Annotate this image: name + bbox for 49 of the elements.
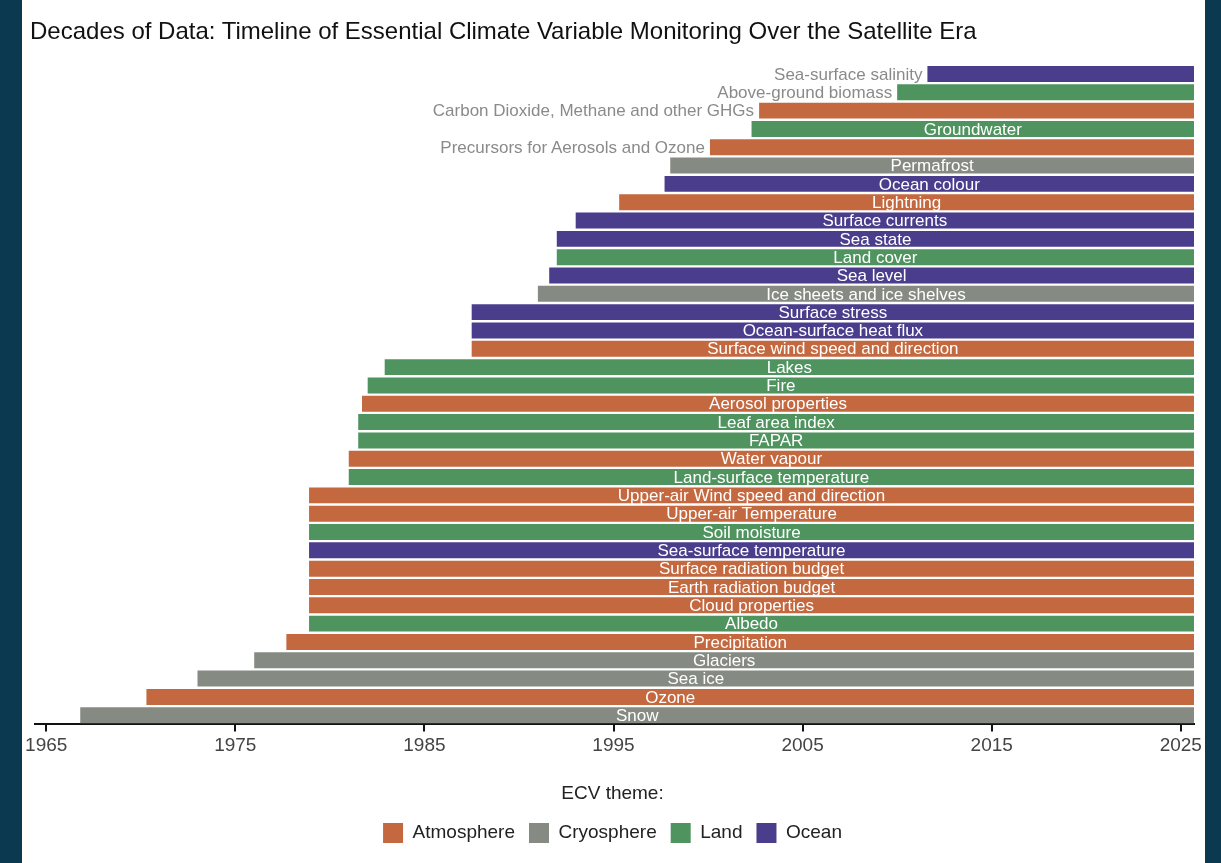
y-tick-label: Precipitation [693, 632, 787, 652]
y-tick-label: Fire [766, 376, 796, 396]
x-tick-label: 2005 [781, 734, 824, 756]
y-tick-label: Upper-air Temperature [666, 504, 837, 524]
y-tick-label: Ocean colour [878, 174, 981, 194]
y-tick-label: Aerosol properties [709, 394, 848, 414]
chart-title: Decades of Data: Timeline of Essential Climate Variable Monitoring Over the Satellite Era [30, 17, 978, 45]
y-tick-label: Surface currents [822, 211, 948, 231]
y-tick-label: Surface radiation budget [658, 559, 845, 579]
y-tick-label: Snow [615, 705, 660, 725]
legend-label: Ocean [785, 821, 842, 843]
y-tick-label: Cloud properties [689, 595, 814, 615]
y-tick-label: FAPAR [748, 431, 804, 451]
x-tick-label: 1985 [403, 734, 446, 756]
legend-label: Atmosphere [412, 821, 515, 843]
y-tick-label: Precursors for Aerosols and Ozone [440, 137, 705, 157]
y-tick-label: Soil moisture [702, 522, 801, 542]
y-tick-label: Ice sheets and ice shelves [766, 284, 966, 304]
y-tick-label: Above-ground biomass [717, 82, 893, 102]
x-tick-label: 1975 [214, 734, 257, 756]
y-tick-label: Upper-air Wind speed and direction [617, 486, 886, 506]
legend-label: Land [700, 821, 743, 843]
y-tick-label: Carbon Dioxide, Methane and other GHGs [432, 101, 755, 121]
y-tick-label: Land cover [833, 247, 918, 267]
y-tick-label: Sea level [836, 266, 907, 286]
y-tick-label: Permafrost [890, 156, 974, 176]
x-tick-label: 1965 [25, 734, 68, 756]
y-tick-label: Sea ice [667, 669, 725, 689]
x-tick-label: 1995 [592, 734, 635, 756]
y-tick-label: Land-surface temperature [673, 467, 870, 487]
y-tick-label: Sea-surface salinity [774, 64, 923, 84]
y-tick-label: Ocean-surface heat flux [742, 321, 924, 341]
y-tick-label: Sea state [839, 229, 912, 249]
y-tick-label: Lakes [766, 357, 813, 377]
y-tick-label: Surface stress [778, 302, 888, 322]
y-tick-label: Surface wind speed and direction [707, 339, 959, 359]
y-tick-label: Sea-surface temperature [657, 541, 846, 561]
y-tick-label: Albedo [725, 614, 779, 634]
x-tick-label: 2025 [1159, 734, 1202, 756]
y-tick-label: Earth radiation budget [667, 577, 836, 597]
legend-title: ECV theme: [561, 781, 664, 803]
y-tick-label: Ozone [645, 687, 696, 707]
y-tick-label: Groundwater [923, 119, 1023, 139]
y-tick-label: Leaf area index [717, 412, 836, 432]
y-tick-label: Glaciers [692, 650, 756, 670]
y-tick-label: Water vapour [720, 449, 823, 469]
legend-label: Cryosphere [558, 821, 657, 843]
y-tick-label: Lightning [872, 192, 942, 212]
x-tick-label: 2015 [970, 734, 1013, 756]
